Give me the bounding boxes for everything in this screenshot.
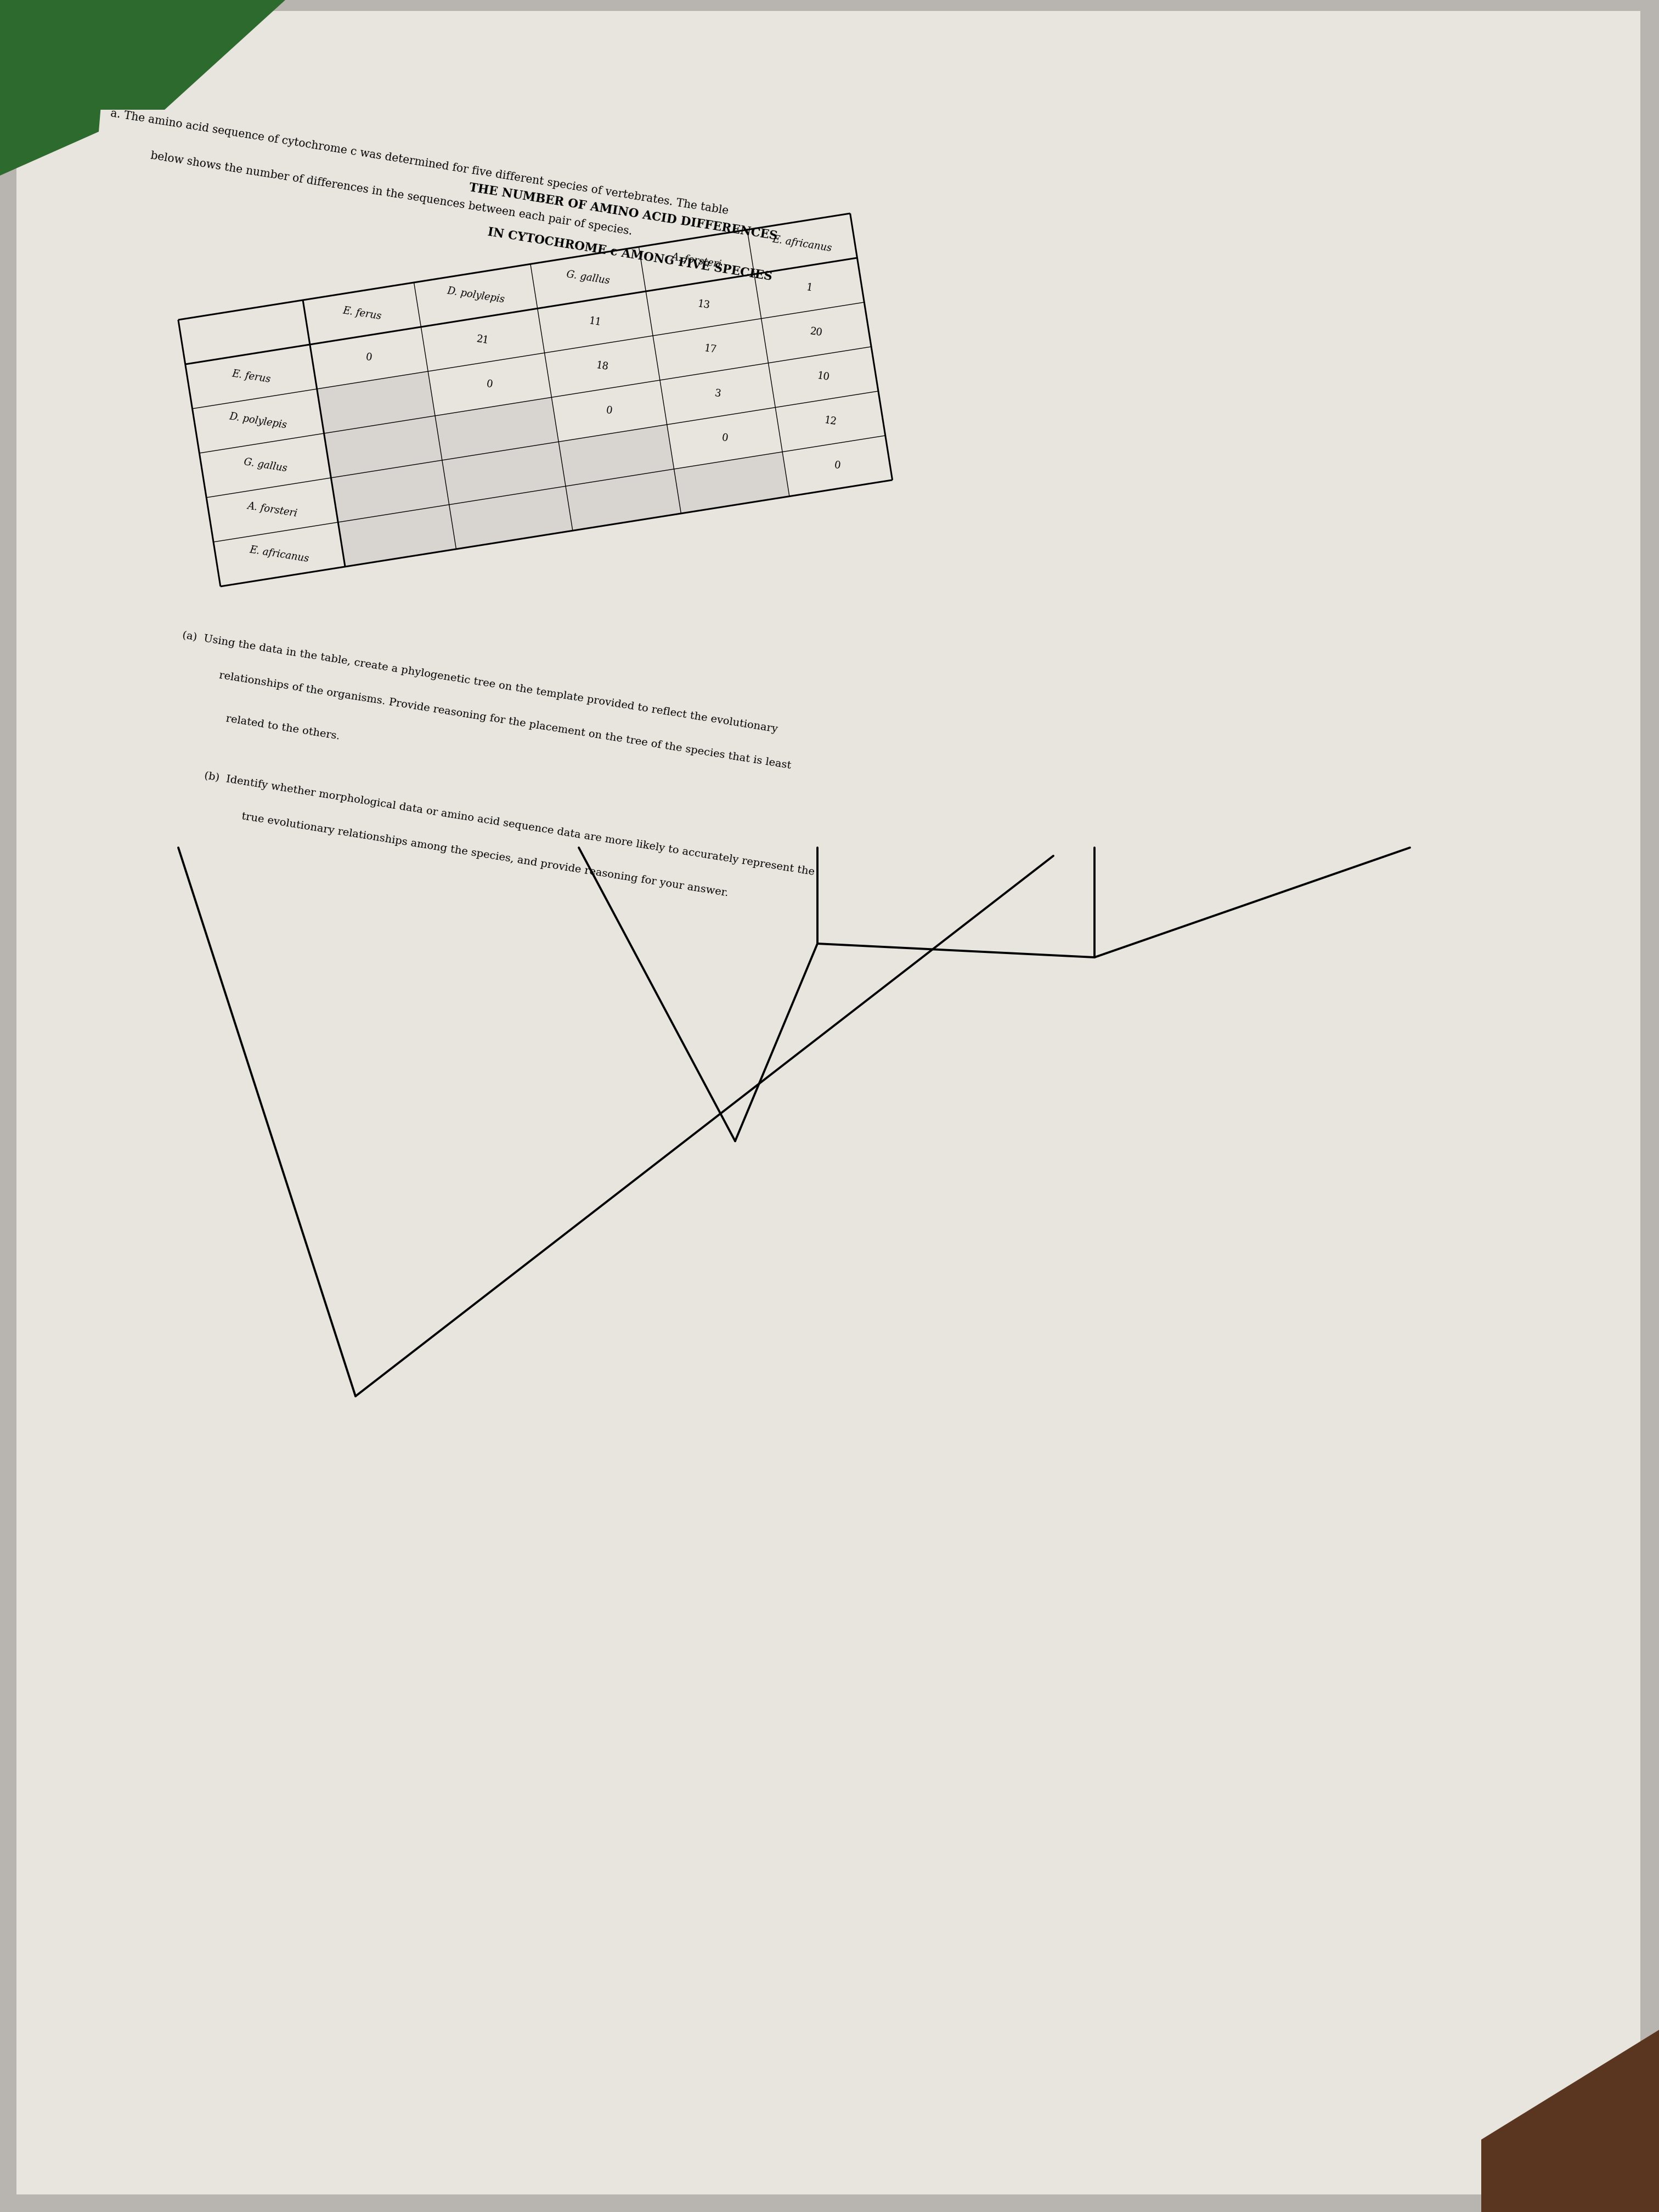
Text: (b)  Identify whether morphological data or amino acid sequence data are more li: (b) Identify whether morphological data … [204,772,816,878]
Text: D. polylepis: D. polylepis [446,285,506,305]
Text: (a)  Using the data in the table, create a phylogenetic tree on the template pro: (a) Using the data in the table, create … [181,630,778,734]
Text: D. polylepis: D. polylepis [229,411,287,431]
Text: E. ferus: E. ferus [231,369,270,385]
Text: 0: 0 [720,434,728,445]
Text: THE NUMBER OF AMINO ACID DIFFERENCES: THE NUMBER OF AMINO ACID DIFFERENCES [468,181,778,243]
Text: 1: 1 [805,283,813,294]
Polygon shape [1481,2031,1659,2212]
Text: E. ferus: E. ferus [342,305,382,321]
FancyBboxPatch shape [17,11,1641,2194]
Text: A. forsteri: A. forsteri [247,502,299,520]
Polygon shape [317,372,435,434]
Polygon shape [435,398,559,460]
Text: 3: 3 [713,389,722,398]
Text: 11: 11 [589,316,602,327]
Text: 0: 0 [486,378,494,389]
Text: 21: 21 [476,334,489,345]
Text: E. africanus: E. africanus [249,544,310,564]
Text: IN CYTOCHROME c AMONG FIVE SPECIES: IN CYTOCHROME c AMONG FIVE SPECIES [486,226,773,283]
Text: 10: 10 [816,372,830,383]
Text: related to the others.: related to the others. [226,714,340,741]
Polygon shape [324,416,441,478]
Text: 0: 0 [606,405,614,416]
Polygon shape [674,451,790,513]
Text: 17: 17 [703,343,718,356]
Polygon shape [332,460,450,522]
Polygon shape [441,442,566,504]
Polygon shape [559,425,674,487]
Polygon shape [450,487,572,549]
Text: a. The amino acid sequence of cytochrome c was determined for five different spe: a. The amino acid sequence of cytochrome… [109,108,730,217]
Text: 13: 13 [697,299,710,312]
Text: 12: 12 [823,416,838,427]
Text: G. gallus: G. gallus [566,270,611,285]
Polygon shape [338,504,456,566]
Text: E. africanus: E. africanus [771,234,833,254]
Text: A. forsteri: A. forsteri [670,252,722,270]
Text: 0: 0 [833,460,841,471]
Text: G. gallus: G. gallus [242,458,287,473]
Text: 18: 18 [596,361,609,372]
Text: true evolutionary relationships among the species, and provide reasoning for you: true evolutionary relationships among th… [241,812,728,898]
Polygon shape [0,0,285,111]
Polygon shape [0,0,109,175]
Text: below shows the number of differences in the sequences between each pair of spec: below shows the number of differences in… [149,150,634,237]
Text: 20: 20 [810,327,823,338]
Text: relationships of the organisms. Provide reasoning for the placement on the tree : relationships of the organisms. Provide … [219,670,791,770]
Polygon shape [566,469,682,531]
Text: 0: 0 [365,352,373,363]
